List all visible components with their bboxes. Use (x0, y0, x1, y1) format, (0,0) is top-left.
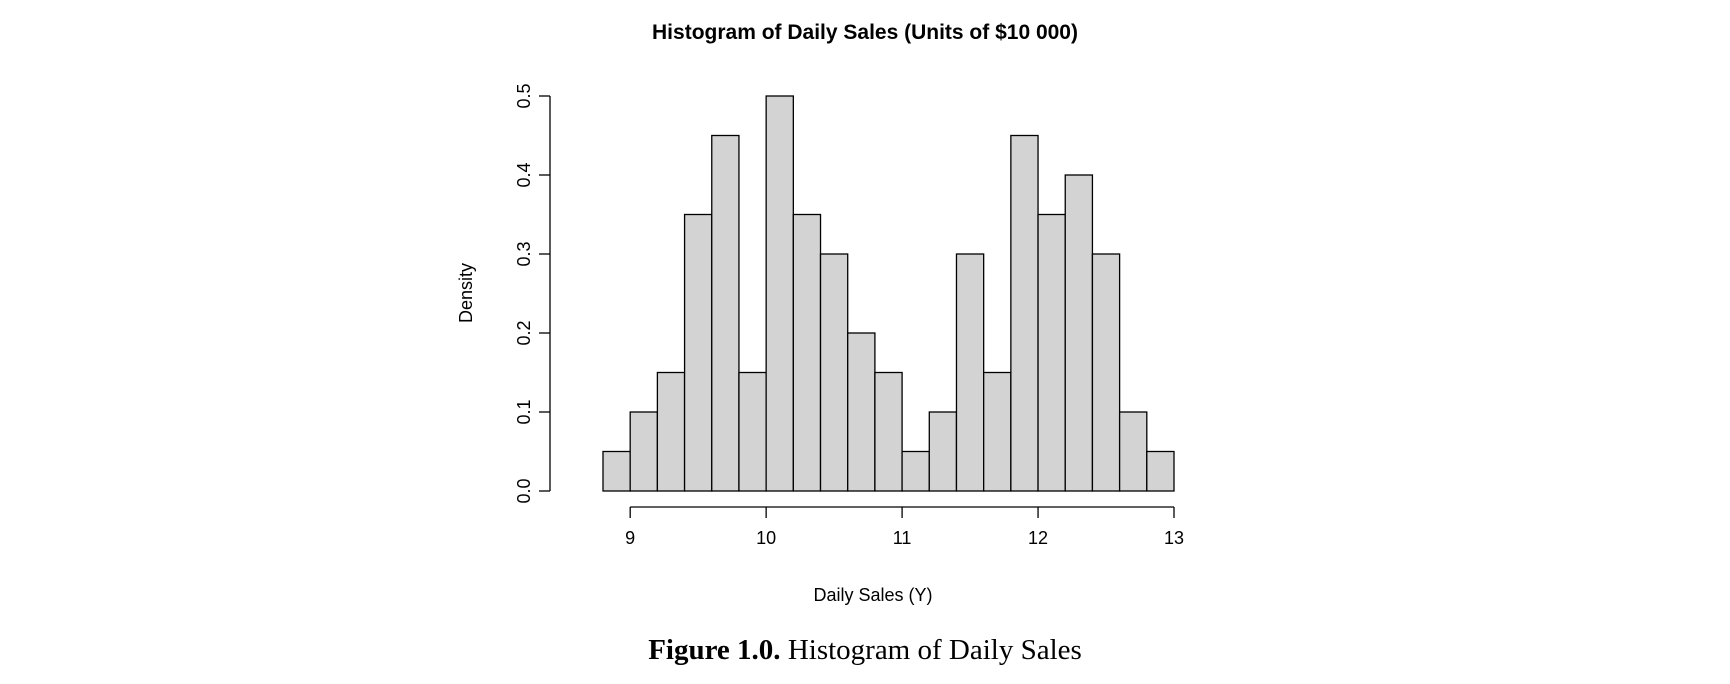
histogram-bar-19 (1091, 253, 1121, 492)
bars-group (602, 95, 1175, 492)
histogram-bar-4 (683, 213, 713, 492)
histogram-bar-10 (847, 332, 876, 492)
x-tick-label: 12 (1028, 528, 1048, 548)
histogram-bar-16 (1010, 134, 1039, 492)
histogram-bar-3 (656, 371, 686, 492)
histogram-bar-5 (711, 134, 740, 492)
histogram-bar-13 (928, 411, 958, 492)
y-tick-label: 0.5 (514, 83, 534, 108)
y-tick-label: 0.2 (514, 320, 534, 345)
histogram-bar-18 (1064, 174, 1094, 492)
y-axis: 0.0 0.1 0.2 0.3 0.4 0.5 (514, 83, 551, 504)
histogram-bar-11 (874, 371, 903, 492)
histogram-bar-14 (955, 253, 985, 492)
histogram-bar-21 (1146, 450, 1175, 492)
histogram-bar-9 (819, 253, 849, 492)
chart-title: Histogram of Daily Sales (Units of $10 0… (652, 21, 1078, 44)
y-tick-label: 0.1 (514, 399, 534, 424)
histogram-bar-20 (1118, 411, 1148, 492)
y-axis-label: Density (456, 263, 476, 323)
x-axis-label: Daily Sales (Y) (813, 585, 932, 605)
x-tick-label: 13 (1164, 528, 1184, 548)
histogram-bar-7 (765, 95, 794, 492)
figure-caption-text: Histogram of Daily Sales (787, 634, 1082, 666)
histogram-bar-15 (983, 371, 1012, 492)
histogram-bar-6 (738, 371, 767, 492)
x-tick-label: 11 (893, 528, 912, 548)
histogram-bar-12 (901, 450, 930, 492)
y-tick-label: 0.3 (514, 241, 534, 266)
x-axis: 9 10 11 12 13 (625, 506, 1184, 548)
histogram-bar-17 (1037, 213, 1066, 492)
histogram-chart: Histogram of Daily Sales (Units of $10 0… (456, 21, 1184, 605)
y-tick-label: 0.4 (514, 162, 534, 187)
x-tick-label: 9 (625, 528, 635, 548)
histogram-bar-1 (602, 450, 631, 492)
histogram-bar-8 (792, 213, 822, 492)
y-tick-label: 0.0 (514, 478, 534, 503)
figure-caption-label: Figure 1.0. (648, 634, 781, 666)
figure-caption: Figure 1.0. Histogram of Daily Sales (0, 634, 1730, 667)
x-tick-label: 10 (756, 528, 776, 548)
histogram-bar-2 (629, 411, 659, 492)
